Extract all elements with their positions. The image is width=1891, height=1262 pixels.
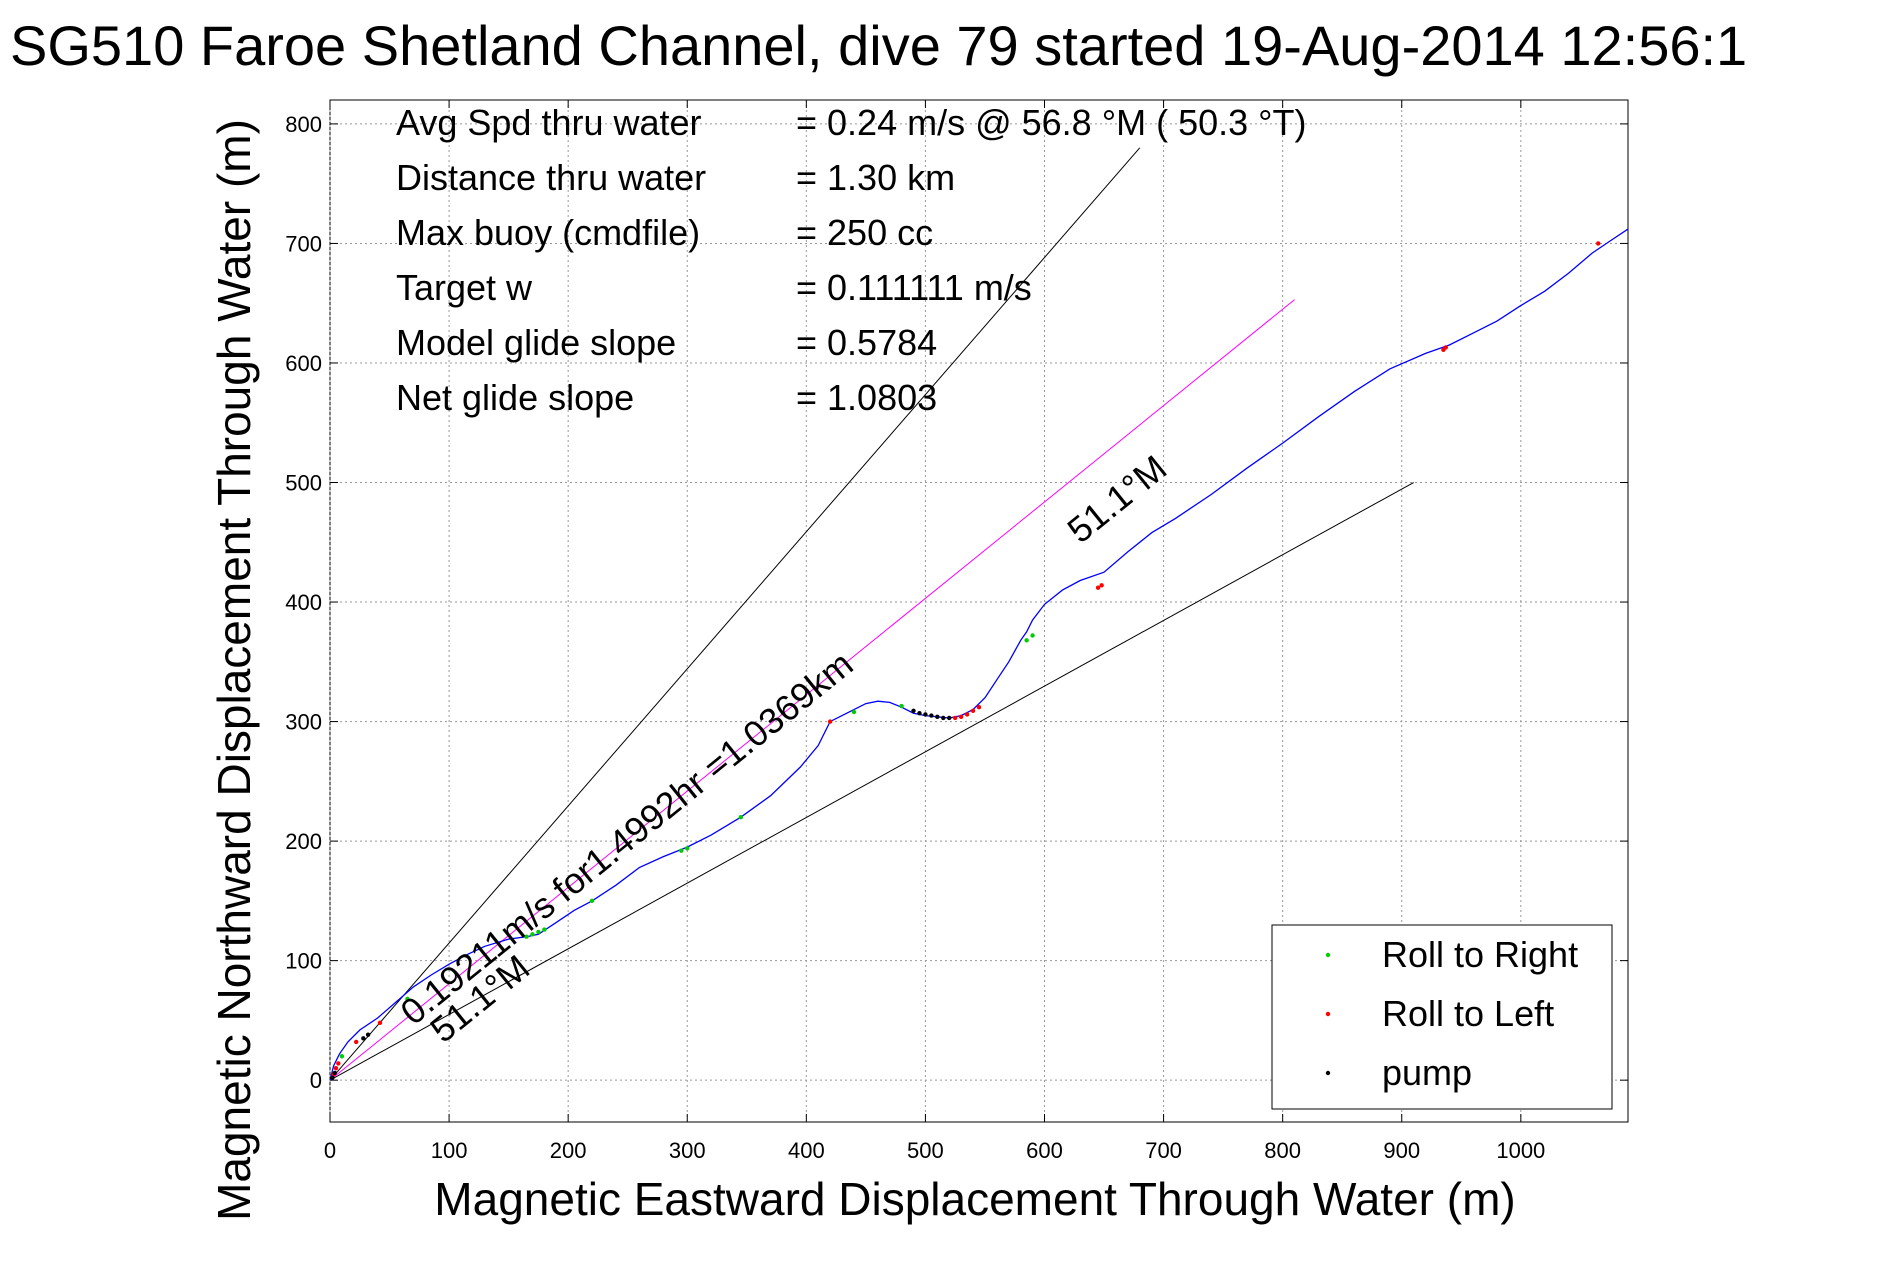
info-value: = 1.0803: [796, 377, 937, 418]
x-tick-label: 300: [669, 1138, 706, 1163]
marker-roll-to-left: [827, 719, 833, 724]
marker-roll-to-left: [353, 1039, 359, 1045]
marker-roll-to-left: [952, 715, 958, 721]
series-layer: [329, 228, 1629, 1081]
marker-pump: [923, 712, 928, 717]
legend-marker: [1325, 1070, 1331, 1076]
x-tick-label: 400: [788, 1138, 825, 1163]
marker-roll-to-left: [970, 708, 976, 714]
marker-pump: [365, 1032, 371, 1037]
reference-line-heading: [329, 299, 1295, 1081]
legend-marker: [1325, 952, 1331, 958]
grid: [329, 100, 1628, 1122]
marker-roll-to-left: [964, 712, 970, 717]
legend-label: Roll to Right: [1382, 934, 1578, 975]
x-tick-label: 200: [550, 1138, 587, 1163]
marker-roll-to-left: [958, 714, 964, 719]
y-tick-label: 700: [285, 231, 322, 256]
marker-pump: [947, 715, 952, 721]
marker-roll-to-right: [679, 848, 684, 853]
marker-roll-to-right: [738, 814, 744, 820]
marker-roll-to-left: [1596, 241, 1601, 246]
info-value: = 250 cc: [796, 212, 933, 253]
x-tick-label: 800: [1264, 1138, 1301, 1163]
marker-roll-to-left: [1099, 583, 1104, 588]
x-tick-label: 500: [907, 1138, 944, 1163]
marker-roll-to-left: [1095, 585, 1101, 590]
reference-line-lower-bound: [329, 482, 1414, 1081]
marker-pump: [911, 708, 916, 714]
marker-roll-to-left: [333, 1066, 339, 1071]
legend-label: Roll to Left: [1382, 993, 1554, 1034]
chart-title: SG510 Faroe Shetland Channel, dive 79 st…: [10, 14, 1747, 77]
info-label: Net glide slope: [396, 377, 634, 418]
info-value: = 1.30 km: [796, 157, 955, 198]
series-line-track: [329, 228, 1629, 1081]
marker-roll-to-right: [524, 934, 529, 939]
y-tick-label: 200: [285, 829, 322, 854]
legend-marker: [1325, 1011, 1331, 1017]
marker-roll-to-right: [405, 996, 410, 1002]
plot-area: 0 100 200 300 400 500 600 700 800 900 1000 0 100 200 3…: [285, 99, 1629, 1163]
info-value: = 0.5784: [796, 322, 937, 363]
info-value: = 0.111111 m/s: [796, 267, 1032, 308]
info-label: Model glide slope: [396, 322, 676, 363]
y-axis-label: Magnetic Northward Displacement Through …: [208, 119, 260, 1221]
y-tick-label: 600: [285, 351, 322, 376]
y-tick-label: 800: [285, 112, 322, 137]
reference-lines: [329, 147, 1414, 1081]
marker-roll-to-right: [589, 898, 595, 904]
marker-pump: [917, 711, 922, 716]
y-tick-label: 100: [285, 949, 322, 974]
x-tick-label: 100: [431, 1138, 468, 1163]
marker-roll-to-right: [1024, 638, 1029, 643]
info-label: Target w: [396, 267, 533, 308]
x-tick-label: 700: [1145, 1138, 1182, 1163]
legend-label: pump: [1382, 1052, 1472, 1093]
reference-line-upper-bound: [329, 147, 1141, 1081]
y-tick-label: 500: [285, 471, 322, 496]
marker-roll-to-right: [536, 929, 541, 935]
y-tick-label: 400: [285, 590, 322, 615]
marker-roll-to-left: [336, 1061, 341, 1066]
marker-roll-to-left: [1443, 345, 1449, 350]
marker-roll-to-right: [685, 846, 690, 851]
marker-pump: [332, 1070, 337, 1076]
ticks: 0 100 200 300 400 500 600 700 800 900 1000 0 100 200 3…: [285, 100, 1628, 1163]
marker-roll-to-left: [377, 1020, 383, 1025]
info-value: = 0.24 m/s @ 56.8 °M ( 50.3 °T): [796, 102, 1307, 143]
x-axis-label: Magnetic Eastward Displacement Through W…: [434, 1173, 1515, 1225]
info-label: Avg Spd thru water: [396, 102, 702, 143]
marker-pump: [941, 715, 946, 721]
marker-roll-to-right: [851, 709, 857, 715]
marker-roll-to-right: [542, 927, 547, 932]
x-tick-label: 1000: [1496, 1138, 1545, 1163]
info-block: Avg Spd thru water = 0.24 m/s @ 56.8 °M (…: [396, 102, 1307, 418]
marker-roll-to-right: [899, 703, 904, 709]
y-tick-label: 300: [285, 710, 322, 735]
legend: Roll to Right Roll to Left pump: [1271, 924, 1613, 1110]
x-tick-label: 900: [1383, 1138, 1420, 1163]
marker-roll-to-left: [976, 705, 982, 710]
info-label: Distance thru water: [396, 157, 706, 198]
x-tick-label: 0: [324, 1138, 336, 1163]
marker-pump: [361, 1036, 366, 1041]
marker-roll-to-right: [1030, 633, 1035, 638]
marker-pump: [330, 1075, 335, 1080]
marker-pump: [929, 713, 934, 718]
marker-roll-to-right: [339, 1054, 345, 1059]
info-label: Max buoy (cmdfile): [396, 212, 700, 253]
marker-pump: [935, 714, 940, 719]
markers: [330, 241, 1601, 1080]
y-tick-label: 0: [310, 1068, 322, 1093]
x-tick-label: 600: [1026, 1138, 1063, 1163]
marker-roll-to-right: [530, 932, 535, 937]
